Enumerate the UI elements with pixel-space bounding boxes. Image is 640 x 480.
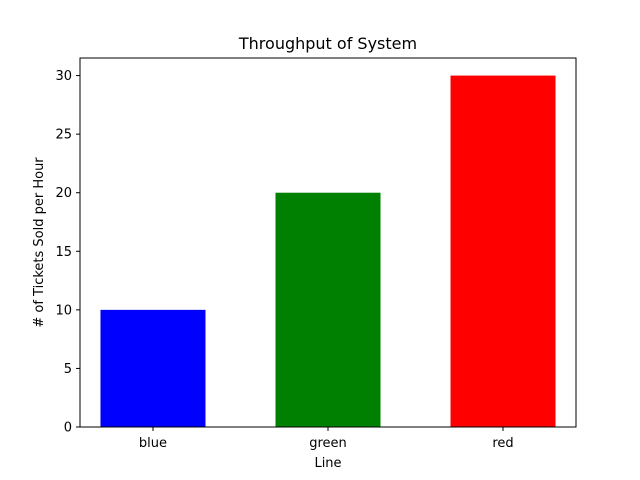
bars-group [100, 75, 556, 428]
x-tick-label: red [492, 436, 513, 451]
y-tick-label: 5 [64, 362, 72, 377]
y-tick-label: 20 [55, 186, 72, 201]
y-tick-label: 10 [55, 303, 72, 318]
x-axis: blue green red [139, 427, 514, 451]
y-axis-label: # of Tickets Sold per Hour [32, 157, 47, 328]
bar-green [275, 192, 381, 427]
chart-title: Throughput of System [238, 34, 417, 53]
x-tick-label: blue [139, 436, 167, 451]
bar-blue [100, 309, 206, 427]
bar-red [450, 75, 556, 428]
plot-frame [79, 57, 577, 428]
x-axis-label: Line [314, 456, 341, 471]
y-tick-label: 0 [64, 421, 72, 436]
x-tick-label: green [309, 436, 347, 451]
y-tick-label: 30 [55, 69, 72, 84]
y-axis: 0 5 10 15 20 25 30 [55, 69, 80, 436]
y-tick-label: 25 [55, 128, 72, 143]
y-tick-label: 15 [55, 245, 72, 260]
